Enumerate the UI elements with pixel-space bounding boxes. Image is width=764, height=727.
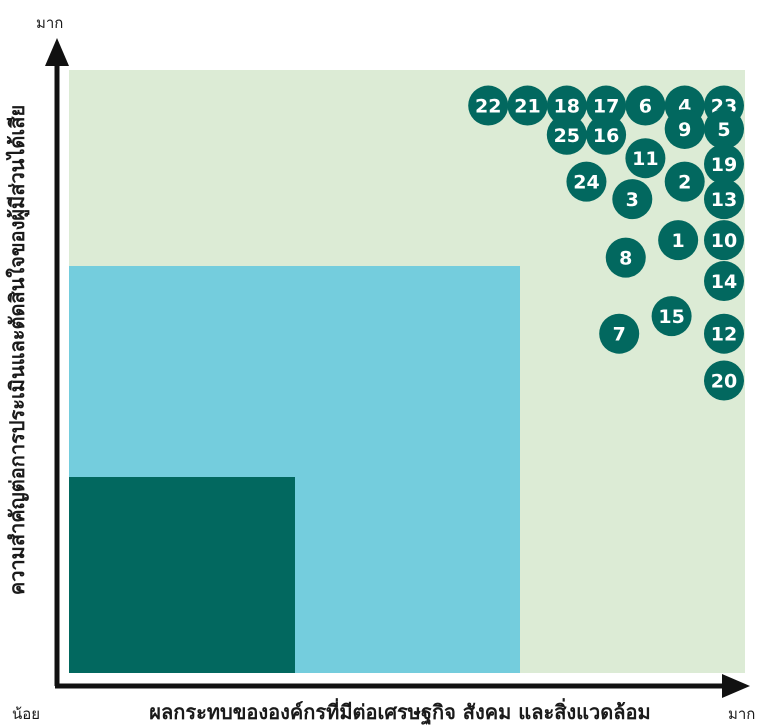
bubble-label: 12	[711, 324, 737, 346]
bubble-label: 11	[632, 148, 658, 170]
bubble-17: 17	[586, 85, 627, 126]
bubble-circle	[658, 220, 699, 261]
bubble-label: 3	[626, 189, 639, 211]
bubble-label: 25	[554, 125, 580, 147]
bubble-circle	[704, 144, 744, 185]
axes	[45, 38, 750, 698]
bubble-label: 19	[711, 154, 737, 176]
bubble-circle	[704, 179, 744, 220]
bubble-2: 2	[664, 161, 705, 202]
bubble-1: 1	[658, 220, 699, 261]
bubble-circle	[651, 296, 692, 337]
bubble-16: 16	[586, 114, 627, 155]
bubble-9: 9	[664, 108, 705, 149]
bubble-circle	[704, 261, 744, 302]
bubble-circle	[625, 138, 666, 179]
bubble-circle	[566, 161, 607, 202]
bubble-15: 15	[651, 296, 692, 337]
bubble-11: 11	[625, 138, 666, 179]
x-axis-low-label: น้อย	[12, 705, 40, 723]
bubble-18: 18	[546, 85, 587, 126]
bubble-3: 3	[612, 179, 653, 220]
bubble-circle	[546, 85, 587, 126]
bubble-13: 13	[704, 179, 744, 220]
bubble-circle	[704, 108, 744, 149]
bubble-circle	[599, 313, 640, 354]
bubble-circle	[468, 85, 509, 126]
bubble-5: 5	[704, 108, 744, 149]
bubble-label: 16	[593, 125, 619, 147]
bubble-circle	[704, 220, 744, 261]
bubble-20: 20	[704, 360, 744, 401]
bubble-label: 18	[554, 96, 580, 118]
bubble-10: 10	[704, 220, 744, 261]
bubble-label: 1	[672, 230, 685, 252]
bubble-label: 8	[619, 248, 632, 270]
x-axis-title: ผลกระทบขององค์กรที่มีต่อเศรษฐกิจ สังคม แ…	[149, 697, 650, 726]
bubble-label: 21	[514, 96, 540, 118]
bubble-7: 7	[599, 313, 640, 354]
bubble-circle	[664, 161, 705, 202]
bubble-circle	[546, 114, 587, 155]
low-priority-zone	[69, 477, 295, 673]
bubble-label: 9	[678, 119, 691, 141]
y-axis-high-label: มาก	[36, 14, 63, 32]
bubble-21: 21	[507, 85, 548, 126]
bubble-circle	[664, 108, 705, 149]
bubble-circle	[625, 85, 666, 126]
bubble-label: 5	[717, 119, 730, 141]
bubble-25: 25	[546, 114, 587, 155]
bubble-label: 15	[658, 306, 684, 328]
bubble-22: 22	[468, 85, 509, 126]
x-axis-arrow-icon	[722, 674, 750, 698]
y-axis-title: ความสำคัญต่อการประเมินและตัดสินใจของผู้ม…	[5, 105, 31, 595]
bubble-label: 22	[475, 96, 501, 118]
bubble-label: 24	[573, 172, 599, 194]
bubble-circle	[612, 179, 653, 220]
bubble-label: 20	[711, 371, 737, 393]
bubble-label: 13	[711, 189, 737, 211]
bubble-circle	[605, 237, 646, 278]
bubble-label: 7	[613, 324, 626, 346]
bubble-label: 14	[711, 271, 737, 293]
bubble-label: 10	[711, 230, 737, 252]
bubble-circle	[586, 85, 627, 126]
bubble-circle	[704, 360, 744, 401]
x-axis-high-label: มาก	[728, 705, 755, 723]
bubble-8: 8	[605, 237, 646, 278]
bubble-14: 14	[704, 261, 744, 302]
y-axis-arrow-icon	[45, 38, 69, 66]
bubble-24: 24	[566, 161, 607, 202]
bubble-circle	[704, 313, 744, 354]
bubble-19: 19	[704, 144, 744, 185]
bubble-label: 2	[678, 172, 691, 194]
bubble-12: 12	[704, 313, 744, 354]
bubble-label: 6	[639, 96, 652, 118]
bubble-6: 6	[625, 85, 666, 126]
bubble-circle	[586, 114, 627, 155]
bubble-circle	[507, 85, 548, 126]
bubble-label: 17	[593, 96, 619, 118]
